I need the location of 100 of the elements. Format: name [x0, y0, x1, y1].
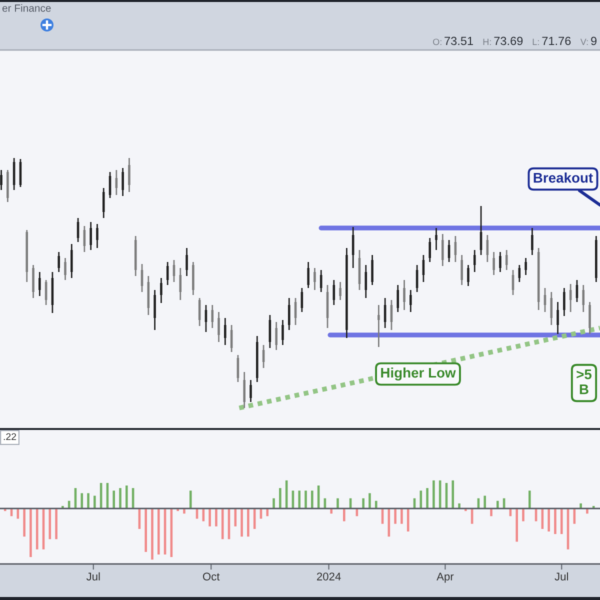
bar	[522, 508, 524, 522]
candlestick	[364, 264, 368, 299]
bar	[94, 496, 96, 508]
candlestick	[441, 233, 444, 267]
candlestick	[0, 169, 2, 191]
bar	[272, 498, 275, 508]
candlestick	[428, 237, 431, 263]
bar	[247, 508, 250, 537]
candlestick	[499, 251, 502, 273]
bar	[23, 508, 26, 537]
text: .22	[4, 433, 16, 440]
bar	[119, 488, 122, 508]
bar	[400, 508, 403, 524]
text: 9	[591, 36, 597, 46]
bar	[336, 498, 339, 508]
bar	[240, 508, 243, 537]
bar	[406, 508, 410, 532]
bar	[374, 500, 378, 508]
bar	[215, 508, 218, 526]
bar	[484, 496, 486, 508]
bar	[266, 508, 269, 516]
annotation: >5 B	[576, 370, 592, 394]
candlestick	[160, 277, 162, 304]
bar	[189, 490, 192, 508]
candlestick	[275, 321, 278, 351]
candlestick	[563, 287, 566, 317]
candlestick	[224, 317, 226, 346]
candlestick	[531, 227, 534, 256]
candlestick	[122, 167, 124, 197]
text: O:	[433, 38, 442, 46]
candlestick	[179, 267, 182, 301]
candlestick	[314, 267, 316, 291]
bar	[304, 490, 307, 508]
x-tick-label: 2024	[316, 572, 341, 580]
x-tick-label: Oct	[202, 572, 220, 580]
text: 71.76	[542, 36, 571, 46]
bar	[330, 508, 332, 514]
bar	[560, 508, 563, 534]
candlestick	[582, 284, 585, 313]
candlestick	[320, 269, 322, 293]
candlestick	[288, 297, 290, 331]
candlestick	[378, 304, 380, 348]
candlestick	[282, 319, 284, 346]
candlestick	[473, 249, 476, 273]
bar	[580, 503, 582, 508]
candlestick	[96, 223, 98, 249]
bar	[144, 508, 147, 552]
bar	[420, 490, 422, 508]
bar	[55, 508, 58, 540]
bar	[151, 508, 154, 560]
candlestick	[128, 157, 130, 193]
candlestick	[102, 187, 105, 219]
candlestick	[32, 264, 34, 299]
bar	[432, 480, 435, 508]
x-tick-label: Jul	[554, 572, 568, 580]
bar	[87, 493, 90, 508]
candlestick	[90, 221, 92, 251]
candlestick	[588, 301, 591, 335]
candlestick	[38, 271, 41, 297]
bar	[183, 508, 186, 514]
bar	[48, 508, 52, 540]
x-tick-label: Apr	[436, 572, 454, 583]
candlestick	[339, 281, 342, 301]
candlestick	[396, 284, 400, 313]
x-tick-label: Jul	[86, 572, 100, 580]
bar	[234, 508, 237, 526]
text: L:	[532, 38, 539, 45]
bar	[548, 508, 550, 532]
bar	[554, 508, 556, 534]
candlestick	[250, 379, 252, 403]
bar	[496, 500, 499, 508]
candlestick	[505, 249, 508, 271]
bar	[298, 490, 301, 508]
bar	[586, 508, 588, 514]
bar	[221, 508, 224, 540]
text: er Finance	[2, 4, 51, 12]
candlestick	[524, 257, 527, 276]
annotation: Breakout	[534, 172, 593, 183]
bar	[208, 508, 211, 526]
candlestick	[371, 254, 374, 286]
candlestick	[70, 243, 73, 279]
bar	[279, 488, 282, 508]
candlestick	[243, 371, 246, 409]
bar	[394, 508, 396, 524]
candlestick	[186, 247, 188, 277]
bar	[516, 508, 518, 542]
bar	[30, 508, 32, 558]
bar	[426, 488, 428, 508]
candlestick	[467, 264, 470, 287]
bar	[80, 493, 84, 508]
candlestick	[550, 291, 553, 326]
bar	[528, 490, 531, 508]
candlestick	[403, 279, 406, 311]
bar	[311, 490, 314, 508]
bar	[368, 493, 371, 508]
text: 73.51	[444, 36, 473, 46]
annotation: Higher Low	[381, 367, 456, 381]
bar	[36, 508, 38, 550]
bar	[362, 498, 364, 508]
candlestick	[435, 227, 438, 251]
